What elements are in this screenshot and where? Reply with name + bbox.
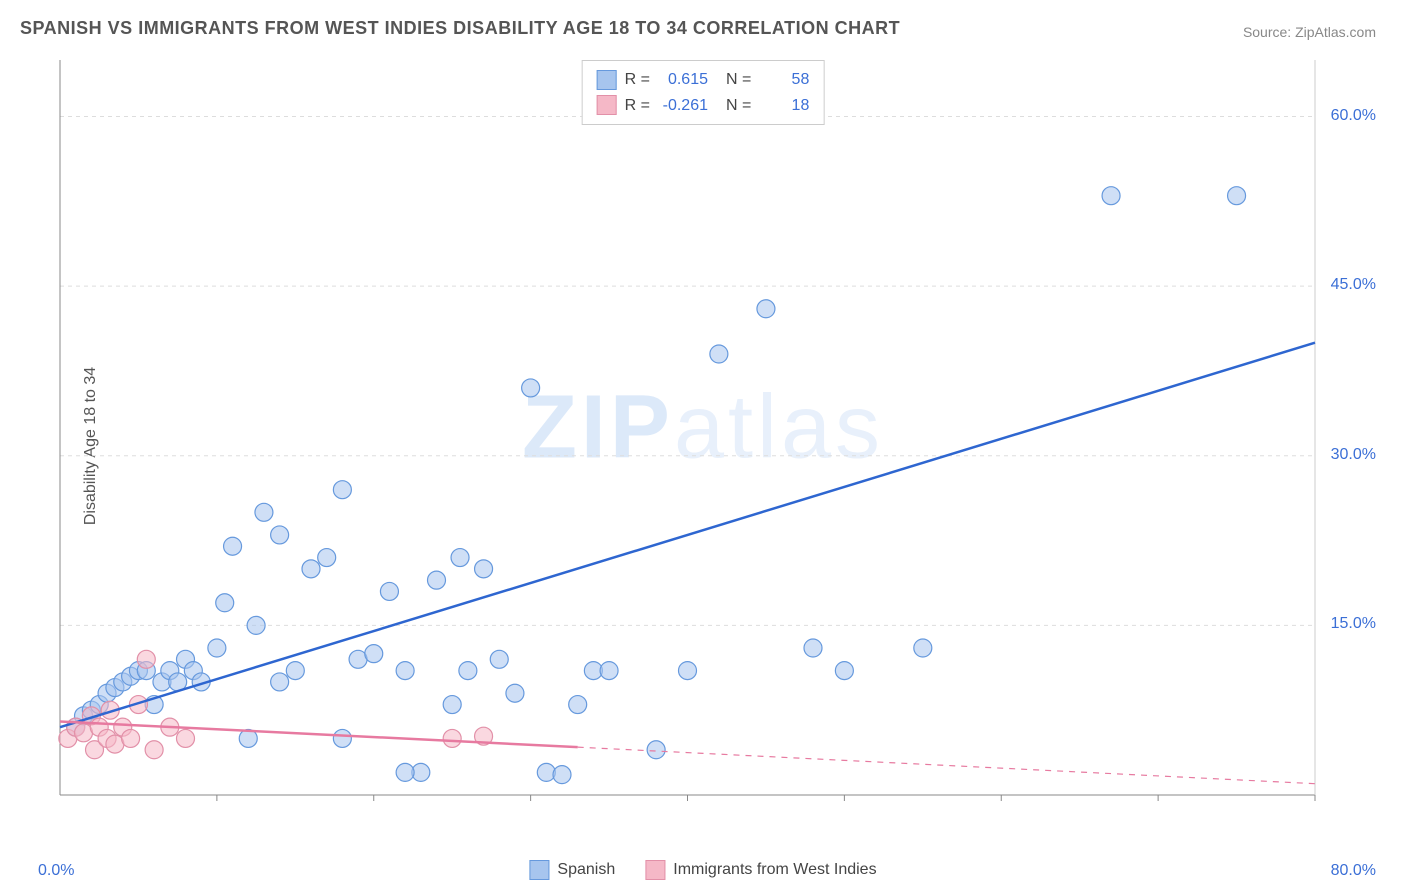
chart-title: SPANISH VS IMMIGRANTS FROM WEST INDIES D… xyxy=(20,18,900,39)
stats-row: R = -0.261 N = 18 xyxy=(597,93,810,119)
stat-value-n: 18 xyxy=(759,93,809,119)
correlation-stats-box: R = 0.615 N = 58 R = -0.261 N = 18 xyxy=(582,60,825,125)
source-attribution: Source: ZipAtlas.com xyxy=(1243,24,1376,40)
legend-item: Spanish xyxy=(529,860,615,880)
legend-label: Immigrants from West Indies xyxy=(673,861,876,879)
y-tick-label: 30.0% xyxy=(1331,446,1376,464)
legend: Spanish Immigrants from West Indies xyxy=(529,860,876,880)
swatch-icon xyxy=(597,95,617,115)
xmax-tick-label: 80.0% xyxy=(1331,862,1376,880)
y-tick-label: 15.0% xyxy=(1331,615,1376,633)
stat-label-r: R = xyxy=(625,93,650,119)
swatch-icon xyxy=(645,860,665,880)
stat-label-n: N = xyxy=(726,93,751,119)
stats-row: R = 0.615 N = 58 xyxy=(597,67,810,93)
stat-label-n: N = xyxy=(726,67,751,93)
stat-value-r: 0.615 xyxy=(658,67,708,93)
y-tick-label: 60.0% xyxy=(1331,107,1376,125)
swatch-icon xyxy=(529,860,549,880)
stat-value-r: -0.261 xyxy=(658,93,708,119)
plot-svg xyxy=(55,55,1375,825)
legend-label: Spanish xyxy=(557,861,615,879)
scatter-plot xyxy=(55,55,1375,825)
origin-tick-label: 0.0% xyxy=(38,862,74,880)
swatch-icon xyxy=(597,70,617,90)
y-tick-label: 45.0% xyxy=(1331,276,1376,294)
stat-value-n: 58 xyxy=(759,67,809,93)
stat-label-r: R = xyxy=(625,67,650,93)
legend-item: Immigrants from West Indies xyxy=(645,860,876,880)
